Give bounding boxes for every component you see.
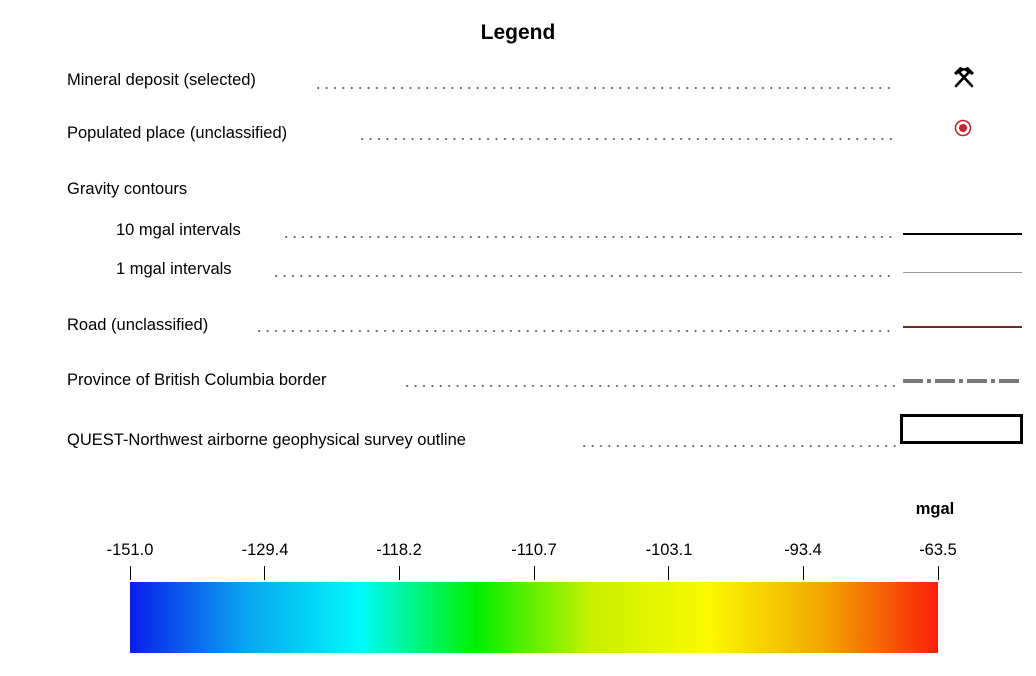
colorbar-tick-label: -63.5: [919, 541, 957, 559]
legend-label-bc-border: Province of British Columbia border: [67, 371, 327, 389]
colorbar: [130, 582, 938, 653]
leader-dots: [358, 138, 896, 140]
legend-label-populated-place: Populated place (unclassified): [67, 124, 288, 142]
survey-outline-symbol: [900, 414, 1023, 444]
colorbar-tick: [668, 566, 669, 580]
colorbar-tick-label: -110.7: [511, 541, 557, 559]
leader-dots: [255, 330, 896, 332]
legend-label-road: Road (unclassified): [67, 316, 209, 334]
colorbar-tick: [130, 566, 131, 580]
leader-dots: [282, 236, 896, 238]
leader-dots: [403, 385, 896, 387]
bc-border-line-symbol: [903, 379, 1022, 383]
road-line-symbol: [903, 326, 1022, 328]
legend-title: Legend: [480, 21, 556, 44]
colorbar-tick: [264, 566, 265, 580]
colorbar-tick-label: -103.1: [645, 541, 693, 559]
legend-label-contour-1: 1 mgal intervals: [116, 260, 232, 278]
colorbar-tick: [803, 566, 804, 580]
legend-label-survey-outline: QUEST-Northwest airborne geophysical sur…: [67, 431, 466, 449]
contour-1-line-symbol: [903, 272, 1022, 273]
crossed-hammers-icon: [954, 67, 974, 88]
leader-dots: [272, 275, 896, 277]
leader-dots: [314, 87, 896, 89]
colorbar-tick-label: -93.4: [784, 541, 822, 559]
colorbar-tick: [534, 566, 535, 580]
populated-place-icon: [954, 119, 972, 137]
legend-label-contour-10: 10 mgal intervals: [116, 221, 241, 239]
colorbar-unit-label: mgal: [915, 500, 955, 518]
legend-label-gravity-contours: Gravity contours: [67, 180, 188, 198]
colorbar-tick-label: -129.4: [241, 541, 289, 559]
colorbar-tick-label: -118.2: [376, 541, 422, 559]
colorbar-tick: [938, 566, 939, 580]
contour-10-line-symbol: [903, 233, 1022, 235]
leader-dots: [580, 445, 896, 447]
legend-label-mineral-deposit: Mineral deposit (selected): [67, 71, 256, 89]
colorbar-tick-label: -151.0: [106, 541, 154, 559]
colorbar-tick: [399, 566, 400, 580]
